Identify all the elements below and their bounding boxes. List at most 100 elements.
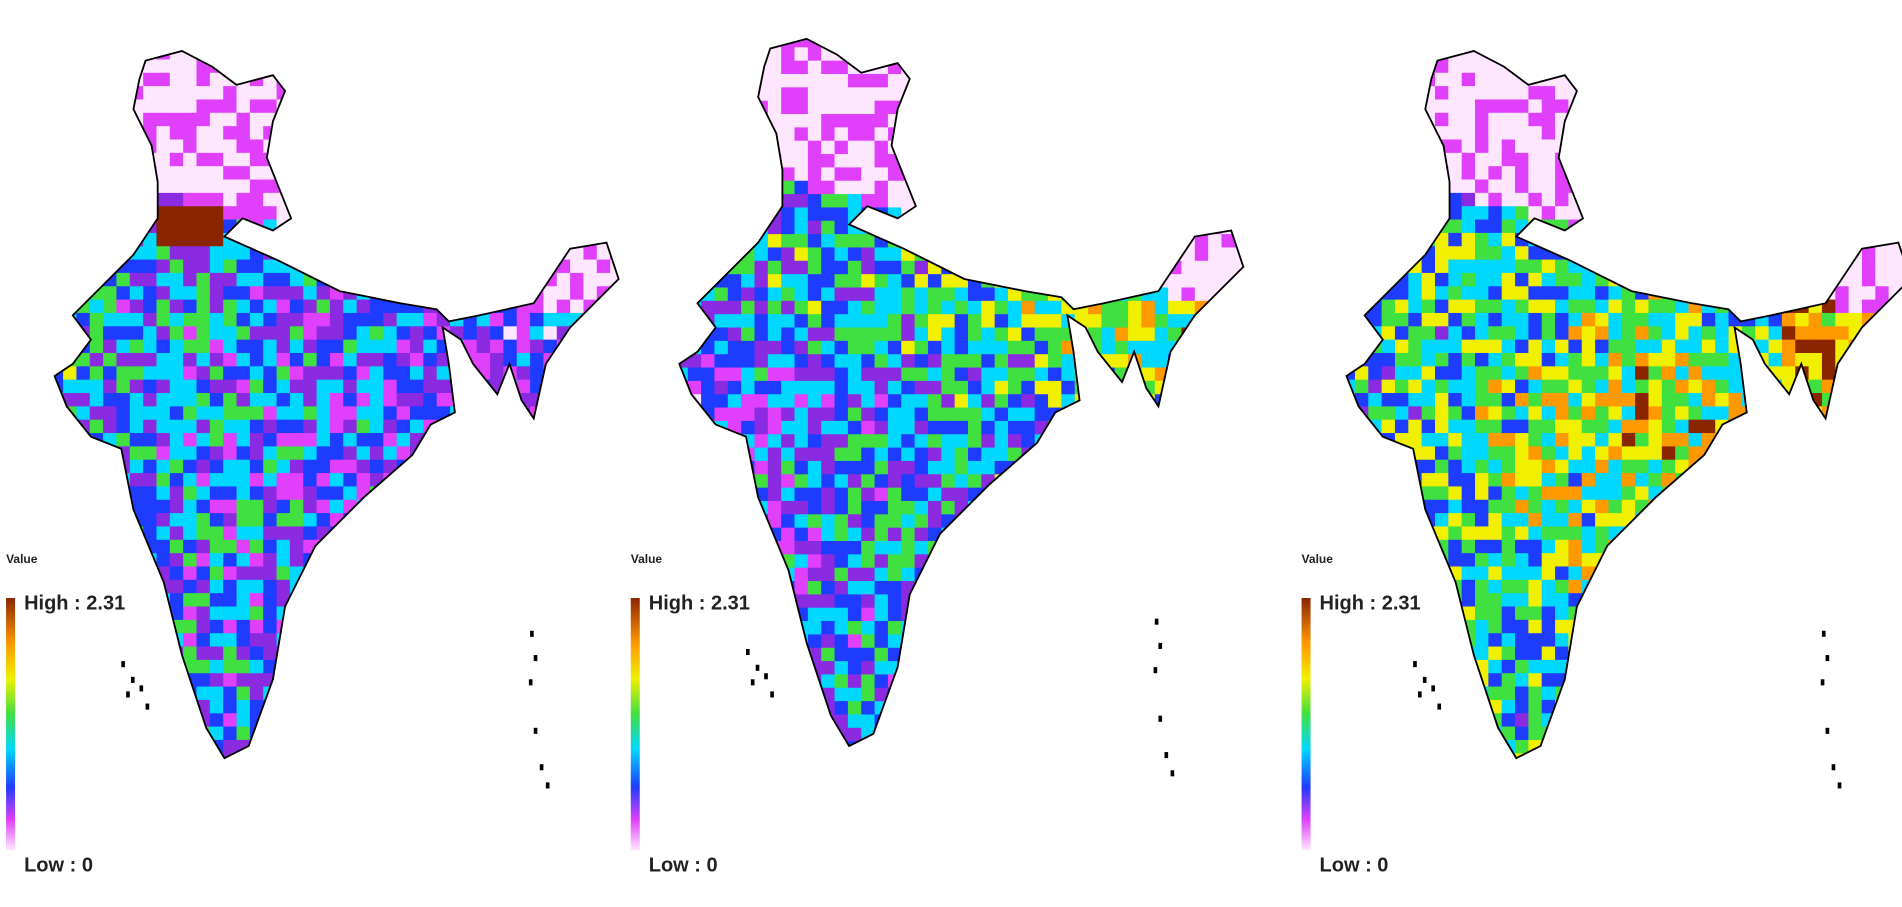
cell: [623, 260, 637, 274]
cell: [557, 633, 571, 647]
cell: [597, 660, 611, 674]
cell: [330, 59, 344, 73]
cell: [1195, 207, 1209, 221]
cell: [915, 381, 929, 395]
cell: [1208, 421, 1222, 435]
cell: [928, 448, 942, 462]
cell: [728, 207, 742, 221]
cell: [50, 553, 64, 567]
cell: [875, 74, 889, 88]
cell: [1088, 221, 1102, 235]
cell: [50, 433, 64, 447]
cell: [156, 673, 170, 687]
cell: [1208, 247, 1222, 261]
cell: [901, 394, 915, 408]
cell: [303, 593, 317, 607]
cell: [183, 740, 197, 754]
cell: [728, 221, 742, 235]
cell: [63, 553, 77, 567]
cell: [370, 366, 384, 380]
cell: [1168, 207, 1182, 221]
cell: [1115, 87, 1129, 101]
cell: [303, 433, 317, 447]
cell: [941, 34, 955, 48]
cell: [754, 688, 768, 702]
cell: [888, 461, 902, 475]
cell: [357, 526, 371, 540]
cell: [1248, 207, 1262, 221]
cell: [410, 540, 424, 554]
cell: [1021, 301, 1035, 315]
cell: [557, 420, 571, 434]
cell: [768, 648, 782, 662]
cell: [928, 394, 942, 408]
cell: [250, 740, 264, 754]
cell: [343, 740, 357, 754]
cell: [463, 753, 477, 767]
cell: [477, 380, 491, 394]
cell: [661, 434, 675, 448]
cell: [370, 180, 384, 194]
cell: [1235, 621, 1249, 635]
cell: [116, 393, 130, 407]
cell: [1075, 634, 1089, 648]
cell: [714, 247, 728, 261]
cell: [1208, 47, 1222, 61]
cell: [317, 620, 331, 634]
cell: [410, 406, 424, 420]
cell: [701, 141, 715, 155]
cell: [130, 380, 144, 394]
cell: [530, 540, 544, 554]
cell: [1035, 301, 1049, 315]
cell: [981, 74, 995, 88]
cell: [570, 486, 584, 500]
cell: [503, 473, 517, 487]
cell: [1088, 688, 1102, 702]
cell: [237, 246, 251, 260]
cell: [808, 328, 822, 342]
cell: [661, 474, 675, 488]
cell: [50, 73, 64, 87]
cell: [1048, 261, 1062, 275]
cell: [90, 460, 104, 474]
cell: [423, 246, 437, 260]
cell: [250, 59, 264, 73]
cell: [1208, 34, 1222, 48]
cell: [623, 233, 637, 247]
cell: [1342, 220, 1356, 234]
cell: [263, 513, 277, 527]
cell: [835, 301, 849, 315]
cell: [397, 406, 411, 420]
cell: [1208, 234, 1222, 248]
cell: [370, 300, 384, 314]
cell: [1115, 314, 1129, 328]
cell: [1101, 74, 1115, 88]
cell: [928, 674, 942, 688]
cell: [343, 446, 357, 460]
cell: [714, 648, 728, 662]
cell: [130, 593, 144, 607]
cell: [143, 500, 157, 514]
cell: [1115, 207, 1129, 221]
cell: [36, 540, 50, 554]
cell: [317, 233, 331, 247]
cell: [503, 673, 517, 687]
cell: [1021, 688, 1035, 702]
cell: [183, 260, 197, 274]
cell: [875, 448, 889, 462]
cell: [50, 99, 64, 113]
cell: [901, 101, 915, 115]
cell: [570, 180, 584, 194]
cell: [1248, 154, 1262, 168]
cell: [688, 101, 702, 115]
cell: [357, 300, 371, 314]
cell: [36, 86, 50, 100]
cell: [1115, 448, 1129, 462]
cell: [250, 153, 264, 167]
cell: [183, 620, 197, 634]
cell: [848, 688, 862, 702]
cell: [610, 180, 624, 194]
cell: [90, 513, 104, 527]
cell: [1088, 87, 1102, 101]
cell: [397, 206, 411, 220]
